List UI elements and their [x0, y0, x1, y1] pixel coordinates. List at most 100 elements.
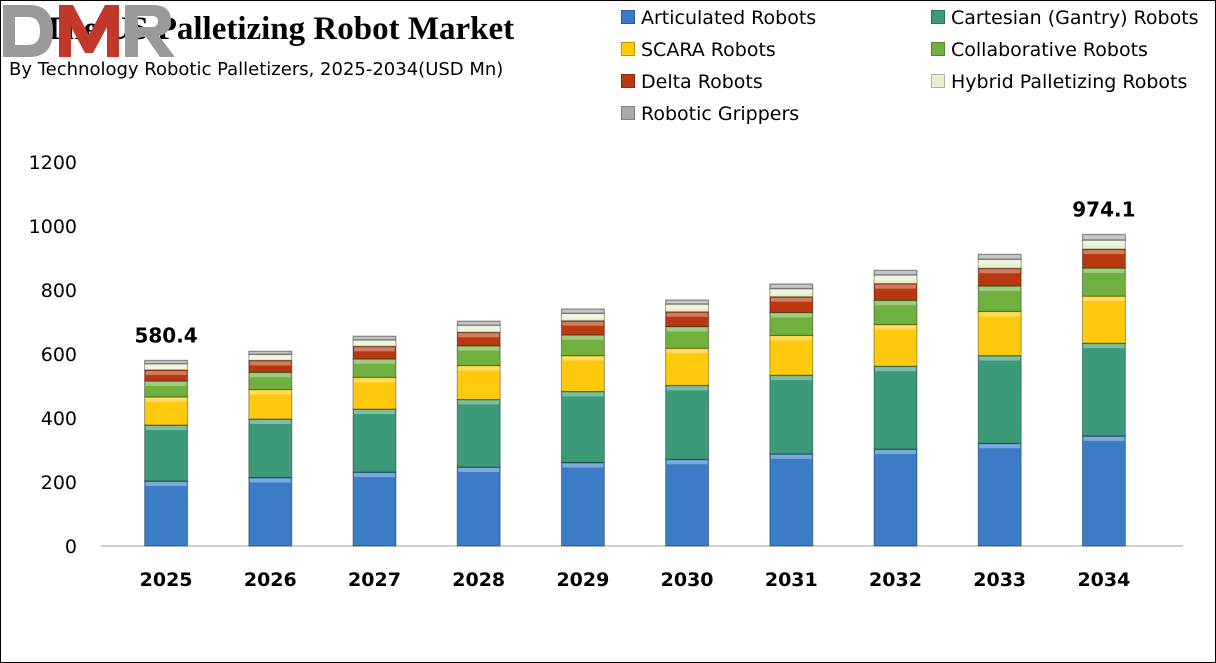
- bar-bevel: [875, 367, 916, 372]
- total-data-label: 580.4: [134, 323, 197, 347]
- bar-segment: [873, 299, 918, 326]
- x-tick-label: 2026: [244, 569, 297, 591]
- bar-bevel: [1083, 436, 1125, 441]
- bar-bevel: [145, 397, 187, 402]
- legend-swatch: [621, 42, 635, 56]
- bar-bevel: [979, 356, 1021, 361]
- bar-bevel: [1083, 241, 1125, 246]
- bar-bevel: [249, 419, 291, 424]
- bar-bevel: [354, 337, 395, 339]
- bar-bevel: [875, 271, 916, 274]
- legend-label: Hybrid Palletizing Robots: [951, 71, 1188, 93]
- bar-segment: [1081, 342, 1126, 437]
- bar-bevel: [875, 301, 916, 306]
- bar-bevel: [666, 349, 708, 354]
- bar-bevel: [666, 327, 708, 332]
- bar-bevel: [145, 361, 187, 363]
- x-tick-label: 2034: [1077, 569, 1130, 591]
- y-tick-label: 600: [41, 344, 77, 366]
- bar-bevel: [458, 400, 500, 405]
- bar-segment: [665, 384, 710, 460]
- legend-label: SCARA Robots: [641, 39, 776, 61]
- bar-segment: [352, 471, 397, 547]
- legend-item: Cartesian (Gantry) Robots: [931, 7, 1199, 29]
- bar-segment: [560, 461, 605, 547]
- bar-bevel: [875, 450, 916, 455]
- bar-bevel: [354, 347, 395, 352]
- bar-bevel: [354, 359, 395, 364]
- bar-bevel: [145, 482, 187, 487]
- x-tick-label: 2032: [869, 569, 922, 591]
- bar-bevel: [562, 321, 604, 326]
- bar-segment: [352, 376, 397, 410]
- x-tick-label: 2033: [973, 569, 1026, 591]
- legend-swatch: [931, 10, 945, 24]
- bar-bevel: [458, 322, 500, 325]
- bar-segment: [248, 477, 293, 547]
- bar-segment: [769, 374, 814, 455]
- bar-bevel: [979, 269, 1021, 274]
- bar-segment: [873, 324, 918, 367]
- bar-segment: [456, 320, 501, 326]
- bar-bevel: [458, 346, 500, 351]
- chart-title: The US Palletizing Robot Market: [43, 11, 515, 47]
- bar-bevel: [1083, 250, 1125, 255]
- bar-segment: [977, 355, 1022, 444]
- bar-bevel: [354, 378, 395, 383]
- legend-label: Cartesian (Gantry) Robots: [951, 7, 1199, 29]
- dmr-logo: [3, 5, 175, 57]
- bar-bevel: [354, 473, 395, 478]
- bar-segment: [873, 448, 918, 547]
- bar-bevel: [875, 325, 916, 330]
- bar-bevel: [249, 355, 291, 360]
- x-tick-label: 2031: [765, 569, 818, 591]
- bar-segment: [144, 480, 189, 547]
- legend-swatch: [621, 10, 635, 24]
- bar-segment: [352, 408, 397, 473]
- bar-segment: [456, 365, 501, 400]
- bar-bevel: [458, 333, 500, 338]
- bar-bevel: [458, 366, 500, 371]
- legend-label: Articulated Robots: [641, 7, 817, 29]
- bar-bevel: [458, 326, 500, 331]
- legend-item: Collaborative Robots: [931, 39, 1148, 61]
- bar-bevel: [875, 275, 916, 280]
- bar-segment: [248, 350, 293, 355]
- bar-bevel: [354, 340, 395, 345]
- bar-bevel: [979, 286, 1021, 291]
- bar-bevel: [770, 284, 812, 288]
- bar-segment: [352, 335, 397, 341]
- bar-bevel: [1083, 344, 1125, 349]
- x-tick-label: 2028: [452, 569, 505, 591]
- bar-bevel: [770, 454, 812, 459]
- bar-segment: [977, 253, 1022, 260]
- y-tick-label: 1000: [29, 216, 77, 238]
- bar-bevel: [979, 312, 1021, 317]
- bar-segment: [665, 347, 710, 386]
- bar-segment: [977, 310, 1022, 357]
- legend-label: Delta Robots: [641, 71, 763, 93]
- bar-segment: [1081, 239, 1126, 250]
- bar-bevel: [1083, 297, 1125, 302]
- bar-segment: [769, 334, 814, 376]
- bar-segment: [456, 466, 501, 547]
- bar-bevel: [1083, 268, 1125, 273]
- bar-segment: [665, 311, 710, 327]
- legend-swatch: [931, 42, 945, 56]
- bar-bevel: [979, 444, 1021, 449]
- bar-bevel: [562, 356, 604, 361]
- bar-segment: [352, 339, 397, 347]
- bar-segment: [769, 283, 814, 290]
- chart-subtitle: By Technology Robotic Palletizers, 2025-…: [9, 59, 504, 80]
- bar-bevel: [562, 392, 604, 397]
- bar-segment: [1081, 295, 1126, 344]
- bar-bevel: [354, 410, 395, 415]
- legend-swatch: [621, 74, 635, 88]
- bar-bevel: [562, 463, 604, 468]
- bar-segment: [1081, 267, 1126, 297]
- bar-segment: [248, 418, 293, 479]
- bar-bevel: [562, 314, 604, 319]
- bar-segment: [248, 389, 293, 420]
- y-tick-label: 200: [41, 472, 77, 494]
